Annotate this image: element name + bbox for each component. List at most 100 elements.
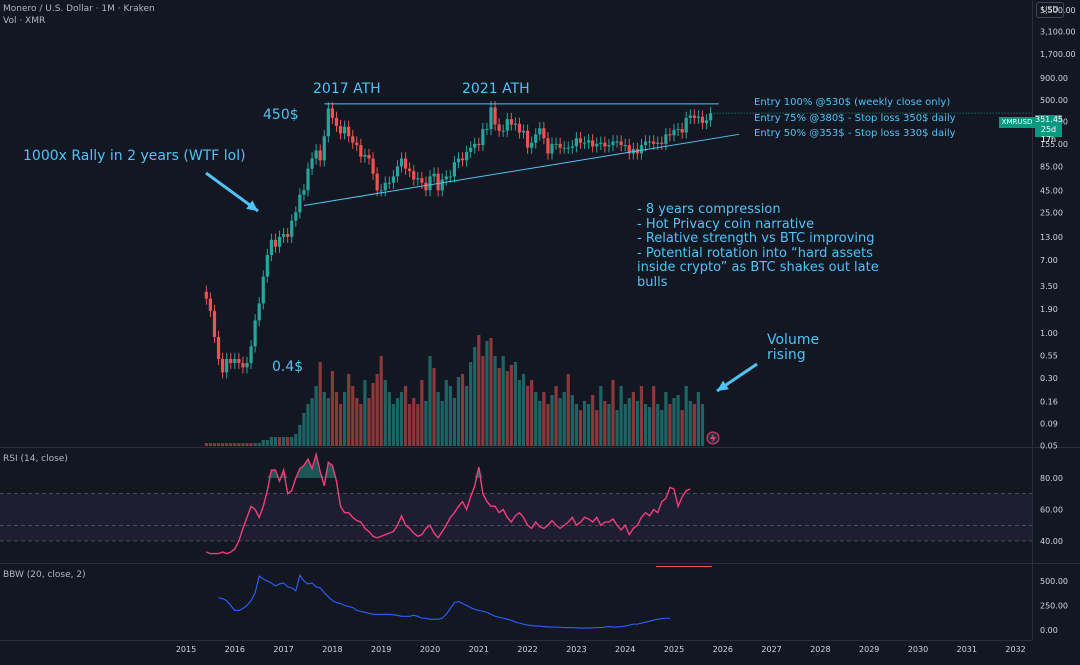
candle-body [383, 182, 387, 191]
candle-body [542, 128, 546, 139]
volume-bar [578, 410, 583, 446]
volume-bar [237, 443, 241, 446]
candle-body [237, 358, 241, 363]
volume-bar [465, 386, 469, 446]
volume-bar [680, 410, 684, 446]
currency-button[interactable]: USD [1036, 2, 1064, 18]
volume-bar [204, 443, 208, 446]
candle-body [440, 179, 444, 191]
price-axis-tick: 85.00 [1040, 162, 1063, 171]
candle-body [233, 358, 237, 363]
volume-bar [452, 398, 456, 446]
candle-body [582, 142, 587, 144]
volume-bar [302, 413, 306, 446]
price-tag: XMRUSD 351.45 25d 17h [999, 115, 1063, 144]
candle-body [420, 178, 424, 183]
volume-bar [676, 395, 680, 446]
volume-bar [595, 410, 599, 446]
candle-body [509, 119, 513, 125]
volume-bar [225, 443, 229, 446]
volume-bar [318, 362, 322, 446]
candle-body [460, 158, 465, 161]
candle-body [351, 136, 355, 143]
bullet-item: bulls [637, 274, 668, 290]
candle-body [375, 173, 379, 191]
candle-body [282, 234, 286, 237]
bbw-axis-tick: 500.00 [1040, 577, 1068, 586]
volume-bar [469, 362, 473, 446]
volume-bar [513, 362, 517, 446]
time-axis-tick: 2029 [859, 645, 879, 654]
volume-bar [334, 392, 339, 446]
rsi-axis-tick: 80.00 [1040, 474, 1063, 483]
volume-bar [408, 404, 412, 446]
thesis-bullets: - 8 years compression - Hot Privacy coin… [637, 202, 937, 290]
volume-bar [241, 443, 245, 446]
volume-bar [542, 392, 546, 446]
candle-body [599, 142, 603, 144]
volume-bar [692, 404, 696, 446]
candle-body [391, 176, 395, 183]
candle-body [208, 298, 212, 311]
volume-bar [684, 386, 688, 446]
rsi-overbought-fill [206, 454, 691, 478]
time-axis-tick: 2016 [225, 645, 245, 654]
bullet-item: - Potential rotation into “hard assets [637, 245, 873, 261]
candle-body [501, 130, 505, 132]
volume-bar [359, 404, 363, 446]
volume-bar [456, 377, 461, 446]
candle-body [692, 115, 696, 118]
candle-body [204, 291, 208, 299]
candle-body [591, 140, 595, 147]
bbw-line [218, 573, 670, 629]
volume-bar [347, 374, 351, 446]
price-axis-tick: 13.00 [1040, 233, 1063, 242]
candle-body [399, 158, 404, 167]
volume-bar [310, 398, 314, 446]
volume-bar [355, 398, 359, 446]
candle-body [347, 126, 351, 137]
volume-bar [221, 443, 225, 446]
price-axis-tick: 1,700.00 [1040, 50, 1076, 59]
volume-bar [432, 368, 436, 446]
volume-bar [351, 386, 355, 446]
candle-body [623, 145, 627, 147]
annotation-2021-ath: 2021 ATH [462, 81, 530, 97]
candle-body [257, 303, 261, 321]
bullet-item: - Hot Privacy coin narrative [637, 216, 815, 232]
candle-body [395, 166, 400, 177]
volume-label: Vol · XMR [3, 16, 46, 26]
volume-bar [395, 398, 400, 446]
volume-bar [485, 341, 489, 446]
volume-bar [229, 443, 233, 446]
volume-bar [371, 383, 375, 446]
price-axis-tick: 155.00 [1040, 140, 1068, 149]
candle-body [477, 143, 481, 146]
volume-bar [660, 410, 664, 446]
candle-body [700, 116, 705, 124]
candle-body [562, 147, 566, 149]
candle-body [652, 141, 656, 144]
candle-body [338, 125, 343, 134]
volume-bar [562, 392, 566, 446]
volume-bar [343, 392, 347, 446]
volume-bar [505, 371, 509, 446]
candle-body [530, 142, 534, 148]
volume-bar [574, 404, 578, 446]
volume-bar [294, 434, 298, 446]
price-tag-symbol: XMRUSD [999, 117, 1035, 128]
volume-bar [306, 404, 310, 446]
rsi-axis-tick: 40.00 [1040, 537, 1063, 546]
volume-bar [481, 356, 485, 446]
candle-body [314, 150, 318, 159]
volume-bar [269, 437, 273, 446]
time-axis-tick: 2028 [810, 645, 830, 654]
volume-bar [233, 443, 237, 446]
candle-body [404, 158, 408, 169]
volume-bar [298, 425, 302, 446]
candle-body [326, 108, 330, 137]
candle-body [505, 119, 509, 131]
volume-bar [607, 404, 611, 446]
